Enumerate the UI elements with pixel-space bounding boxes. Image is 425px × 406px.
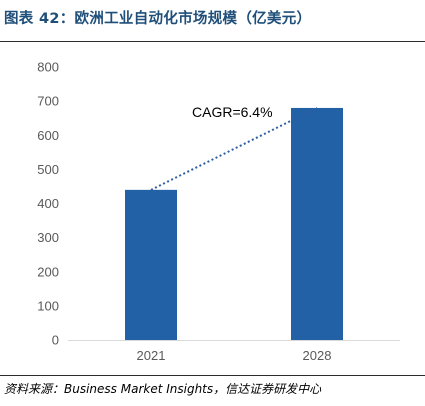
y-tick-label: 500 — [37, 162, 59, 177]
x-tick-label: 2021 — [137, 348, 166, 363]
bars — [125, 107, 343, 340]
x-tick-label: 2028 — [303, 348, 332, 363]
source-note: 资料来源：Business Market Insights，信达证券研发中心 — [4, 382, 322, 396]
y-tick-label: 600 — [37, 128, 59, 143]
y-axis: 0 100 200 300 400 500 600 700 800 — [37, 60, 59, 348]
bar-chart: 0 100 200 300 400 500 600 700 800 2021 2028 CAGR=… — [37, 60, 400, 363]
y-tick-label: 0 — [52, 333, 59, 348]
x-axis-labels: 2021 2028 — [137, 348, 332, 363]
title-rule — [0, 41, 425, 42]
cagr-trend-line — [150, 107, 318, 191]
y-tick-label: 400 — [37, 196, 59, 211]
bar-2021 — [125, 189, 177, 340]
cagr-annotation: CAGR=6.4% — [192, 104, 273, 120]
source-rule — [0, 375, 425, 376]
bar-2028 — [291, 107, 343, 340]
y-tick-label: 100 — [37, 298, 59, 313]
y-tick-label: 700 — [37, 94, 59, 109]
y-tick-label: 300 — [37, 230, 59, 245]
y-tick-label: 200 — [37, 264, 59, 279]
y-tick-label: 800 — [37, 60, 59, 75]
figure-title: 图表 42：欧洲工业自动化市场规模（亿美元） — [4, 11, 312, 27]
